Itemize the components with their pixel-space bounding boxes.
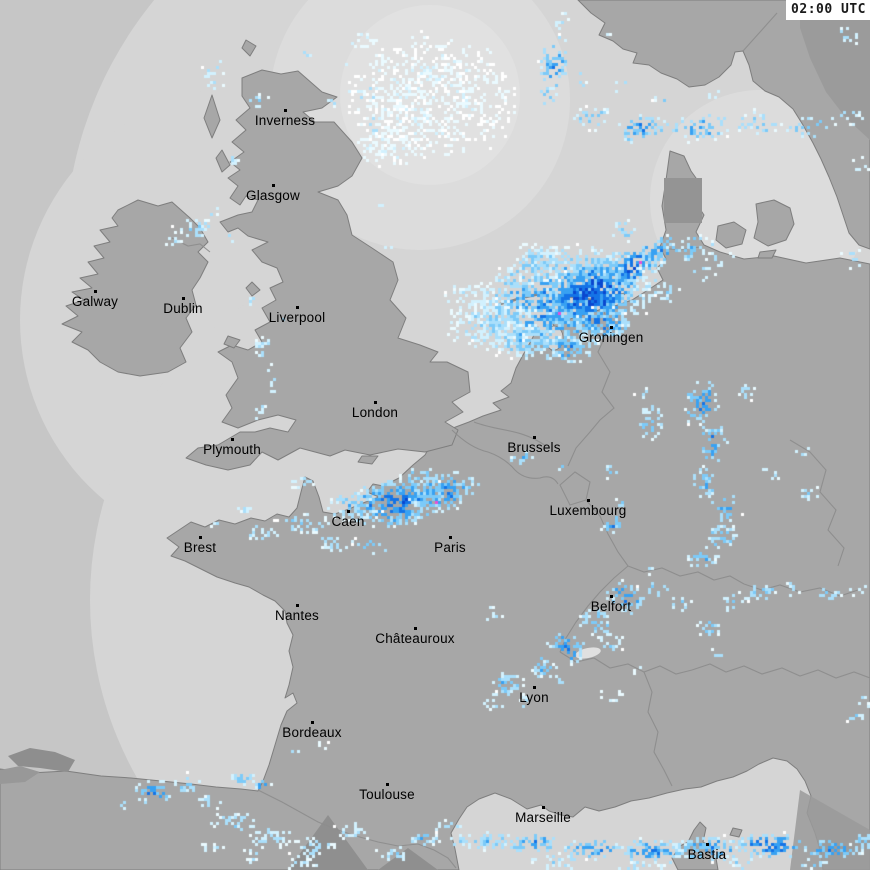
city-label: Luxembourg	[549, 503, 627, 518]
city-label: Glasgow	[246, 188, 300, 203]
city-label: Plymouth	[203, 442, 261, 457]
city-dot	[272, 184, 275, 187]
city-dot	[374, 401, 377, 404]
city-label: Liverpool	[268, 310, 326, 325]
radar-timestamp: 02:00 UTC	[786, 0, 870, 20]
city-label: Belfort	[590, 599, 632, 614]
city-dot	[587, 499, 590, 502]
city-label: Caen	[331, 514, 365, 529]
city-dot	[386, 783, 389, 786]
city-label: Lyon	[519, 690, 549, 705]
city-dot	[199, 536, 202, 539]
city-dot	[231, 438, 234, 441]
city-label: Toulouse	[359, 787, 415, 802]
city-label: Brest	[183, 540, 217, 555]
city-dot	[706, 843, 709, 846]
city-dot	[182, 297, 185, 300]
city-label: Marseille	[515, 810, 571, 825]
city-dot	[533, 436, 536, 439]
city-label: Bordeaux	[282, 725, 342, 740]
city-dot	[284, 109, 287, 112]
city-label: Dublin	[163, 301, 203, 316]
city-dot	[610, 595, 613, 598]
city-label: Galway	[71, 294, 119, 309]
city-dot	[414, 627, 417, 630]
city-label: Inverness	[254, 113, 316, 128]
city-dot	[94, 290, 97, 293]
city-dot	[296, 306, 299, 309]
city-label: London	[351, 405, 399, 420]
city-dot	[311, 721, 314, 724]
city-label: Paris	[434, 540, 466, 555]
city-label: Groningen	[578, 330, 644, 345]
city-dot	[533, 686, 536, 689]
city-dot	[296, 604, 299, 607]
city-dot	[449, 536, 452, 539]
city-label: Nantes	[275, 608, 319, 623]
city-dot	[347, 510, 350, 513]
city-label: Bastia	[687, 847, 727, 862]
city-dot	[542, 806, 545, 809]
city-label: Châteauroux	[375, 631, 455, 646]
city-dot	[610, 326, 613, 329]
city-label: Brussels	[507, 440, 561, 455]
